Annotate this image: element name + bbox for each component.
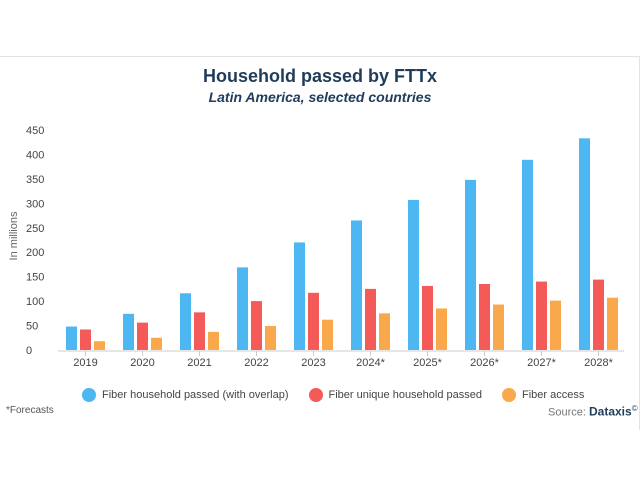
bar xyxy=(237,267,248,350)
x-tick-label: 2025* xyxy=(413,357,442,369)
y-tick-label: 350 xyxy=(26,174,44,186)
bar xyxy=(80,329,91,350)
legend-swatch xyxy=(308,388,323,402)
source-credit: Source: Dataxis© xyxy=(548,404,638,419)
bar xyxy=(593,279,604,350)
bar xyxy=(123,313,134,350)
bar xyxy=(422,285,433,350)
bar xyxy=(180,293,191,350)
chart-subtitle: Latin America, selected countries xyxy=(208,89,432,105)
legend-label: Fiber household passed (with overlap) xyxy=(102,389,289,401)
bar xyxy=(550,300,561,350)
legend-item-fiber-access: Fiber access xyxy=(502,388,584,402)
bar xyxy=(322,319,333,350)
chart-title: Household passed by FTTx xyxy=(202,66,438,86)
x-tick-label: 2028* xyxy=(584,357,613,369)
bar xyxy=(607,297,618,350)
bar xyxy=(408,199,419,350)
y-tick-label: 100 xyxy=(26,296,44,308)
bar xyxy=(137,322,148,350)
y-tick-label: 400 xyxy=(26,149,44,161)
bar xyxy=(379,313,390,350)
bar xyxy=(465,179,476,350)
legend-label: Fiber unique household passed xyxy=(328,389,483,401)
bar xyxy=(479,284,490,350)
bar xyxy=(265,326,276,350)
x-tick-label: 2021 xyxy=(187,357,211,369)
bar xyxy=(536,281,547,350)
y-tick-label: 50 xyxy=(26,321,38,333)
bar xyxy=(151,337,162,350)
copyright-mark: © xyxy=(631,404,638,413)
source-label: Source: xyxy=(548,406,586,419)
bar xyxy=(522,159,533,350)
x-tick-label: 2022 xyxy=(244,357,268,369)
bar xyxy=(365,288,376,350)
bar xyxy=(436,308,447,350)
source-brand: Dataxis xyxy=(588,404,632,419)
bar xyxy=(294,242,305,350)
legend-swatch xyxy=(82,388,96,402)
x-tick-label: 2023 xyxy=(301,357,325,369)
bar xyxy=(208,331,219,350)
bar xyxy=(251,301,262,350)
x-tick-label: 2024* xyxy=(356,357,385,369)
y-tick-label: 300 xyxy=(26,198,44,210)
bar xyxy=(579,138,590,350)
y-tick-label: 450 xyxy=(26,125,44,137)
bar xyxy=(493,304,504,350)
top-border xyxy=(0,56,640,57)
x-tick-label: 2019 xyxy=(73,357,97,369)
x-tick-label: 2020 xyxy=(130,357,154,369)
legend: Fiber household passed (with overlap) Fi… xyxy=(82,388,584,402)
bar xyxy=(194,312,205,350)
y-tick-label: 200 xyxy=(26,247,44,259)
bar xyxy=(66,326,77,350)
y-tick-label: 0 xyxy=(26,345,32,357)
bar xyxy=(351,220,362,350)
x-tick-label: 2027* xyxy=(527,357,556,369)
y-tick-label: 250 xyxy=(26,223,44,235)
legend-item-household-passed: Fiber household passed (with overlap) xyxy=(82,388,289,402)
bar xyxy=(308,292,319,350)
y-tick-label: 150 xyxy=(26,272,44,284)
legend-item-unique-household: Fiber unique household passed xyxy=(308,388,483,402)
legend-label: Fiber access xyxy=(522,389,585,401)
legend-swatch xyxy=(502,388,517,402)
x-tick-label: 2026* xyxy=(470,357,499,369)
forecast-footnote: *Forecasts xyxy=(6,405,54,416)
bar xyxy=(94,341,105,350)
